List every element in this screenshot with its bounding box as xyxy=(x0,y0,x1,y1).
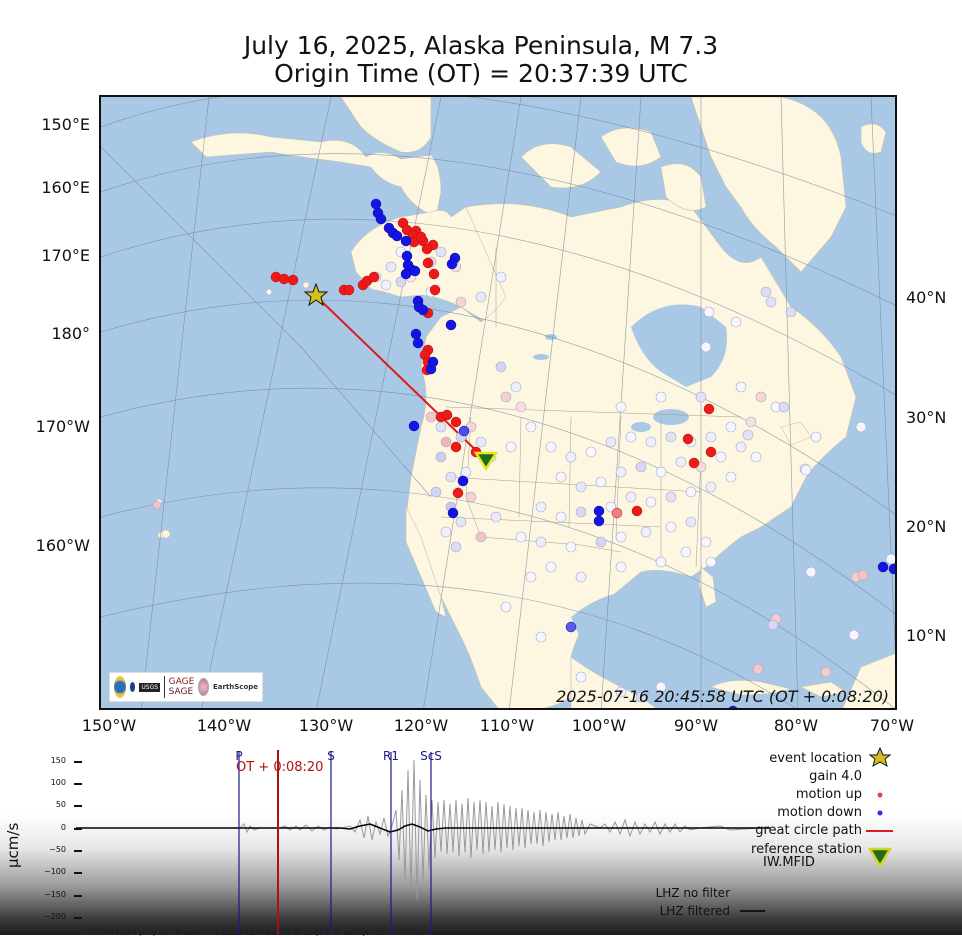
sponsor-logos: USGS GAGE SAGE EarthScope xyxy=(109,672,263,702)
legend-event-location: event location xyxy=(769,751,862,766)
noaa-logo xyxy=(129,682,136,692)
bottom-tick-label: 110°W xyxy=(479,716,535,735)
nsf-logo xyxy=(114,676,126,698)
station-dots-pale xyxy=(152,231,895,703)
y-tick: 150 xyxy=(26,756,82,765)
water-bodies xyxy=(533,304,727,667)
legend-reference-station-code: IW.MFID xyxy=(763,855,815,870)
land-masses xyxy=(157,97,895,708)
y-tick: −50 xyxy=(26,845,82,854)
legend-motion-up: motion up xyxy=(795,787,862,802)
y-tick: 100 xyxy=(26,778,82,787)
earthscope-logo-icon xyxy=(198,678,209,696)
left-tick-label: 170°W xyxy=(35,417,90,436)
legend-motion-down-dot xyxy=(877,810,883,816)
right-tick-label: 20°N xyxy=(906,517,947,536)
phase-label-p: P xyxy=(235,749,243,763)
legend-lhz-filtered: LHZ filtered xyxy=(659,904,730,918)
y-axis-label: μcm/s xyxy=(4,822,22,868)
legend-lhz-no-filter: LHZ no filter xyxy=(655,886,730,900)
bottom-tick-label: 70°W xyxy=(869,716,915,735)
chart-title-line2: Origin Time (OT) = 20:37:39 UTC xyxy=(274,59,688,88)
right-tick-label: 30°N xyxy=(906,408,947,427)
great-circle-path xyxy=(315,295,487,461)
earthscope-text: EarthScope xyxy=(212,683,259,691)
phase-label-r1: R1 xyxy=(383,749,399,763)
left-tick-label: 160°W xyxy=(35,536,90,555)
graticule xyxy=(101,97,895,708)
y-tick: −100 xyxy=(26,867,82,876)
gage-text: GAGE xyxy=(168,677,195,687)
y-tick: −150 xyxy=(26,890,82,899)
lhz-unfiltered-trace xyxy=(76,759,770,901)
station-map[interactable]: USGS GAGE SAGE EarthScope 2025-07-16 20:… xyxy=(99,95,897,710)
bottom-tick-label: 130°W xyxy=(298,716,354,735)
borders xyxy=(440,247,742,568)
chart-title-line1: July 16, 2025, Alaska Peninsula, M 7.3 xyxy=(243,31,719,60)
legend-motion-up-dot xyxy=(877,792,883,798)
legend-star-icon xyxy=(868,746,892,768)
frame-timestamp: 2025-07-16 20:45:58 UTC (OT + 0:08:20) xyxy=(556,687,889,706)
station-dots-motion-up xyxy=(270,217,717,519)
usgs-logo: USGS xyxy=(139,682,161,692)
seismogram-panel: μcm/s 150 100 50 0 −50 −100 −150 −200 P … xyxy=(0,740,962,935)
phase-label-s: S xyxy=(327,749,335,763)
bottom-tick-label: 140°W xyxy=(196,716,252,735)
bottom-tick-label: 80°W xyxy=(773,716,819,735)
legend-reference-station: reference station xyxy=(751,842,862,857)
station-dots-motion-down xyxy=(370,198,895,708)
legend-motion-down: motion down xyxy=(777,805,862,820)
legend-great-circle-path: great circle path xyxy=(755,823,862,838)
footer-credit: doi:10.17611/dc/emu:1 ... 2025-07-17 03:… xyxy=(80,928,430,938)
gage-sage-logo: GAGE SAGE xyxy=(169,677,195,697)
left-tick-label: 150°E xyxy=(41,115,90,134)
left-tick-label: 180° xyxy=(51,324,90,343)
y-tick: −200 xyxy=(26,912,82,921)
legend-gain: gain 4.0 xyxy=(809,769,862,784)
sage-text: SAGE xyxy=(168,687,194,697)
bottom-tick-label: 150°W xyxy=(81,716,137,735)
event-location-star xyxy=(303,282,329,307)
seismogram-canvas xyxy=(76,746,893,935)
y-tick: 50 xyxy=(26,800,82,809)
lhz-filtered-trace xyxy=(76,823,770,833)
bottom-tick-label: 90°W xyxy=(673,716,719,735)
left-tick-label: 170°E xyxy=(41,246,90,265)
current-time-label: OT + 0:08:20 xyxy=(236,760,324,775)
phase-label-scs: ScS xyxy=(420,749,442,763)
y-tick: 0 xyxy=(26,823,82,832)
legend-station-triangle xyxy=(867,847,893,869)
bottom-tick-label: 100°W xyxy=(571,716,627,735)
right-tick-label: 40°N xyxy=(906,288,947,307)
logo-divider xyxy=(164,676,165,698)
map-canvas xyxy=(101,97,895,708)
right-tick-label: 10°N xyxy=(906,626,947,645)
bottom-tick-label: 120°W xyxy=(393,716,449,735)
reference-station-marker xyxy=(473,451,499,472)
left-tick-label: 160°E xyxy=(41,178,90,197)
